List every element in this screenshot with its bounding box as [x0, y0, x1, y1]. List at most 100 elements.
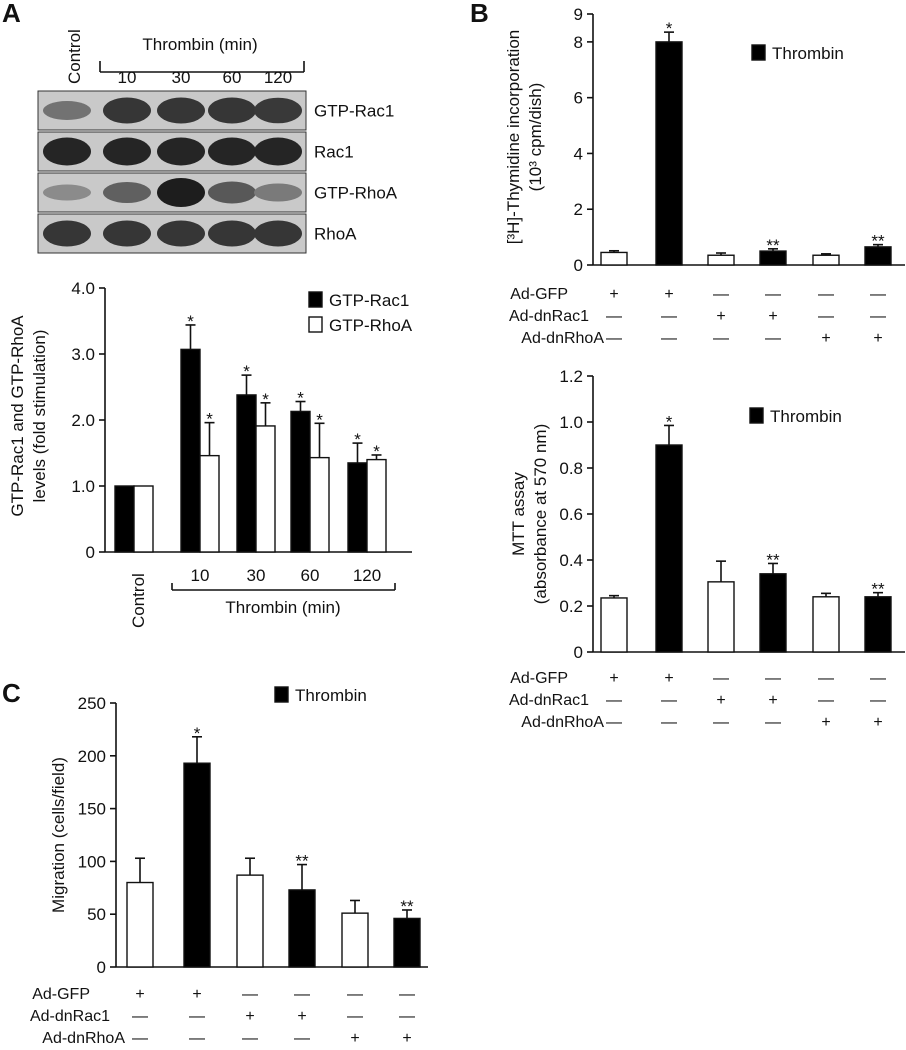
y-axis-label: (10³ cpm/dish) [526, 83, 545, 192]
significance-marker: ** [871, 232, 885, 251]
blot-time-label: 60 [223, 68, 242, 87]
blot-time-label: 120 [264, 68, 292, 87]
condition-sign: + [609, 286, 618, 303]
x-group-label: Thrombin (min) [225, 598, 340, 617]
y-tick-label: 150 [78, 800, 106, 819]
y-tick-label: 250 [78, 694, 106, 713]
condition-label: Ad-dnRhoA [521, 330, 604, 347]
condition-sign: + [350, 1030, 359, 1047]
condition-sign: — [242, 986, 258, 1003]
legend-swatch [749, 407, 764, 424]
blot-row-label: GTP-Rac1 [314, 102, 394, 121]
condition-sign: — [189, 1008, 205, 1025]
blot-band [208, 97, 256, 124]
y-tick-label: 0 [97, 958, 106, 977]
blot-band [43, 101, 91, 120]
significance-marker: ** [766, 550, 780, 569]
condition-sign: — [294, 1030, 310, 1047]
significance-marker: * [262, 390, 269, 409]
condition-sign: — [765, 286, 781, 303]
blot-band [103, 97, 151, 124]
blot-time-label: 10 [118, 68, 137, 87]
legend-label: GTP-Rac1 [329, 291, 409, 310]
blot-band [43, 184, 91, 201]
significance-marker: * [316, 410, 323, 429]
condition-sign: + [768, 692, 777, 709]
y-axis-label: MTT assay [509, 472, 528, 556]
blot-row-label: Rac1 [314, 143, 354, 162]
significance-marker: * [297, 389, 304, 408]
legend-label: Thrombin [772, 44, 844, 63]
blot-band [103, 220, 151, 247]
bar [180, 348, 201, 553]
legend-swatch [308, 316, 323, 333]
blot-control-label: Control [65, 29, 84, 84]
condition-sign: + [192, 986, 201, 1003]
condition-label: Ad-dnRac1 [30, 1008, 110, 1025]
significance-marker: * [206, 410, 213, 429]
y-tick-label: 2 [574, 200, 583, 219]
blot-band [254, 183, 302, 202]
condition-sign: + [245, 1008, 254, 1025]
condition-sign: — [606, 330, 622, 347]
y-tick-label: 0.6 [559, 505, 583, 524]
chart-b-thymidine: 0 2 4 6 8 9 [³H]-Thymidine incorporation (10³ c… [504, 5, 905, 347]
y-tick-label: 50 [87, 905, 106, 924]
significance-marker: * [243, 362, 250, 381]
bar [812, 254, 840, 266]
condition-sign: — [870, 308, 886, 325]
blot-band [103, 182, 151, 203]
bar [255, 425, 276, 553]
condition-sign: — [713, 330, 729, 347]
bar [309, 456, 330, 553]
legend-label: Thrombin [770, 407, 842, 426]
panel-label-c: C [2, 678, 21, 708]
bar [290, 410, 311, 553]
legend-label: GTP-RhoA [329, 316, 413, 335]
condition-sign: — [132, 1008, 148, 1025]
condition-sign: — [818, 286, 834, 303]
condition-sign: — [606, 714, 622, 731]
y-tick-label: 3.0 [71, 345, 95, 364]
condition-sign: — [189, 1030, 205, 1047]
significance-marker: * [187, 312, 194, 331]
condition-sign: + [821, 330, 830, 347]
blot-band [254, 220, 302, 247]
y-axis-label: [³H]-Thymidine incorporation [504, 30, 523, 244]
condition-sign: — [818, 308, 834, 325]
bar [133, 485, 154, 553]
significance-marker: ** [766, 236, 780, 255]
bar [393, 917, 421, 968]
legend-label: Thrombin [295, 686, 367, 705]
condition-label: Ad-dnRhoA [42, 1030, 125, 1047]
bar [236, 394, 257, 553]
condition-sign: — [399, 1008, 415, 1025]
y-tick-label: 0.4 [559, 551, 583, 570]
condition-sign: — [661, 692, 677, 709]
condition-sign: — [713, 714, 729, 731]
condition-sign: — [606, 692, 622, 709]
condition-sign: — [765, 714, 781, 731]
condition-sign: + [716, 308, 725, 325]
condition-sign: — [294, 986, 310, 1003]
panel-label-a: A [2, 0, 21, 28]
blot-band [157, 137, 205, 166]
condition-sign: — [870, 286, 886, 303]
blot-row-label: RhoA [314, 225, 357, 244]
condition-sign: + [873, 330, 882, 347]
bar [707, 254, 735, 266]
condition-sign: + [402, 1030, 411, 1047]
bar [655, 41, 683, 266]
blot-band [157, 97, 205, 124]
condition-sign: + [821, 714, 830, 731]
y-tick-label: 2.0 [71, 411, 95, 430]
condition-sign: + [297, 1008, 306, 1025]
condition-sign: + [664, 670, 673, 687]
condition-sign: + [716, 692, 725, 709]
bar [347, 462, 368, 553]
significance-marker: ** [871, 580, 885, 599]
y-tick-label: 1.0 [71, 477, 95, 496]
